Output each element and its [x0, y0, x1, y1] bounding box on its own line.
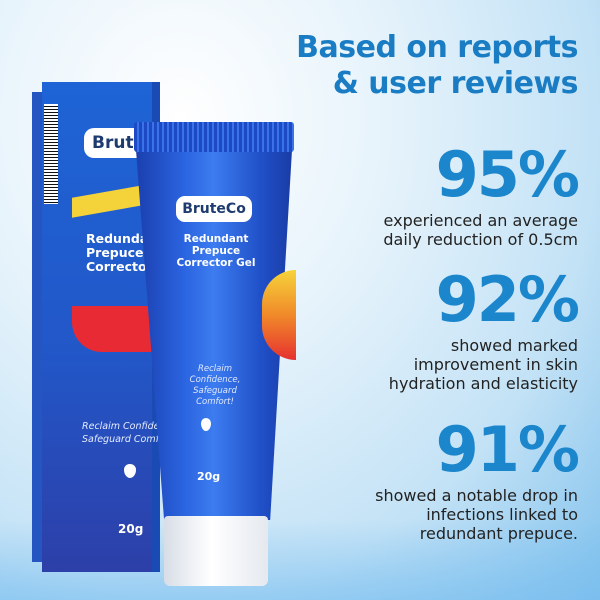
stat-line: hydration and elasticity — [388, 374, 578, 393]
tube-slogan-line: Confidence, — [189, 375, 241, 385]
box-red-stripe — [72, 306, 160, 352]
tube-brand-logo: BruteCo — [176, 196, 252, 222]
page-heading: Based on reports & user reviews — [296, 30, 578, 102]
tube-crimp — [134, 122, 294, 152]
tube-weight: 20g — [197, 470, 221, 483]
box-title: Redunda Prepuce Corrector — [86, 232, 160, 274]
box-title-line: Prepuce — [86, 245, 144, 260]
box-title-line: Redunda — [86, 232, 149, 246]
tube-swoosh — [262, 270, 296, 360]
stat-line: improvement in skin — [413, 355, 578, 374]
stat-95: 95% experienced an average daily reducti… — [383, 138, 580, 250]
heading-line: Based on reports — [296, 30, 578, 65]
stat-value: 95% — [435, 138, 580, 211]
heading-line: & user reviews — [332, 66, 579, 101]
box-slogan: Reclaim Confide Safeguard Comf — [82, 420, 160, 446]
stat-92: 92% showed marked improvement in skin hy… — [389, 263, 580, 394]
tube-slogan-line: Safeguard — [193, 386, 237, 396]
tube-slogan-line: Comfort! — [196, 397, 234, 407]
stat-description: showed a notable drop in infections link… — [375, 486, 578, 543]
tube-title: Redundant Prepuce Corrector Gel — [168, 233, 264, 269]
box-slogan-line: Safeguard Comf — [82, 434, 159, 445]
stat-value: 91% — [435, 413, 580, 486]
tube-title-line: Prepuce — [191, 245, 241, 257]
stat-line: redundant prepuce. — [419, 524, 578, 543]
stat-line: showed a notable drop in — [375, 486, 578, 505]
droplet-icon — [124, 464, 136, 478]
stat-line: daily reduction of 0.5cm — [383, 230, 578, 249]
tube-title-line: Redundant — [183, 233, 249, 245]
stat-line: infections linked to — [426, 505, 578, 524]
stat-description: showed marked improvement in skin hydrat… — [389, 336, 578, 393]
droplet-icon — [201, 418, 211, 431]
box-title-line: Corrector — [86, 259, 153, 274]
stat-91: 91% showed a notable drop in infections … — [375, 413, 580, 544]
stat-description: experienced an average daily reduction o… — [383, 211, 578, 249]
box-slogan-line: Reclaim Confide — [82, 421, 160, 432]
tube-title-line: Corrector Gel — [176, 257, 256, 269]
barcode — [44, 104, 58, 204]
box-weight: 20g — [118, 522, 144, 536]
stat-value: 92% — [435, 263, 580, 336]
stat-line: showed marked — [450, 336, 578, 355]
tube-slogan-line: Reclaim — [197, 364, 233, 374]
stat-line: experienced an average — [383, 211, 578, 230]
tube-slogan: Reclaim Confidence, Safeguard Comfort! — [180, 364, 250, 408]
tube-cap — [164, 516, 268, 586]
